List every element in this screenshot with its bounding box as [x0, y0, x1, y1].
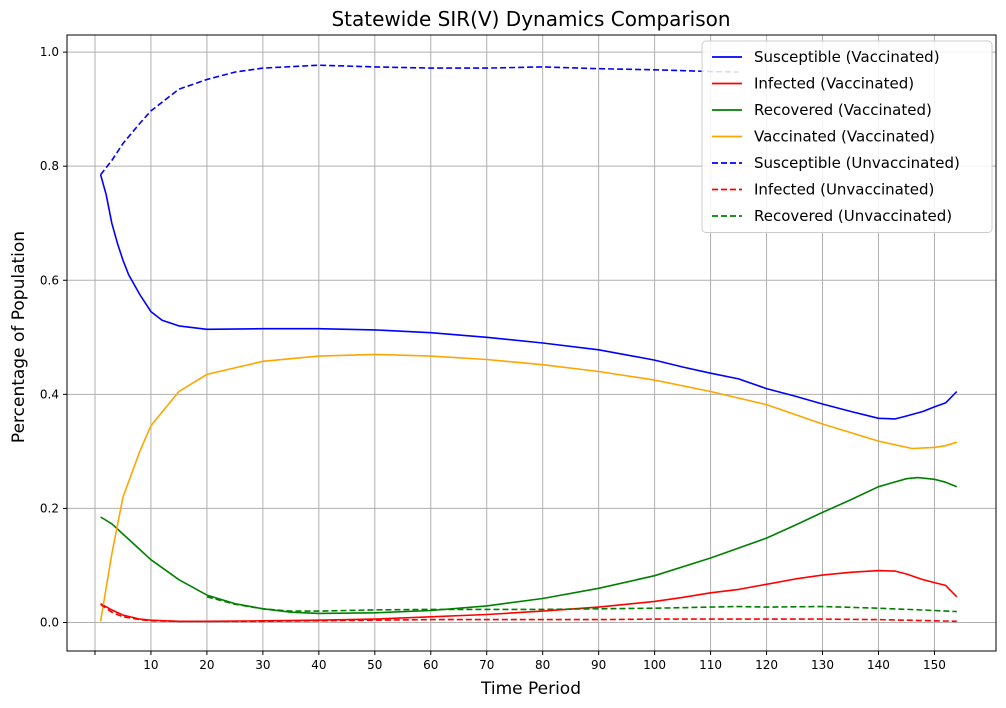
x-tick-label: 100 [643, 658, 666, 672]
series-line-1 [99, 174, 958, 420]
legend-label: Susceptible (Vaccinated) [754, 48, 940, 66]
x-tick-label: 30 [255, 658, 270, 672]
legend-label: Vaccinated (Vaccinated) [754, 128, 935, 146]
series-lines [99, 64, 958, 623]
series-line-3 [100, 476, 958, 615]
x-tick-label: 140 [867, 658, 890, 672]
y-tick-label: 0.2 [40, 501, 59, 515]
y-tick-label: 0.0 [40, 615, 59, 629]
y-tick-label: 1.0 [40, 45, 59, 59]
chart-title: Statewide SIR(V) Dynamics Comparison [331, 7, 730, 31]
legend-label: Susceptible (Unvaccinated) [754, 154, 960, 172]
legend-label: Recovered (Vaccinated) [754, 101, 932, 119]
x-axis-ticks: 10 20 30 40 50 60 70 80 90 100 110 120 130 140 150 [94, 651, 946, 672]
x-tick-label: 50 [367, 658, 382, 672]
x-tick-label: 130 [811, 658, 834, 672]
series-line-4 [99, 353, 958, 622]
x-axis-label: Time Period [480, 679, 581, 699]
series-line-2 [100, 569, 958, 623]
legend-label: Recovered (Unvaccinated) [754, 207, 952, 225]
x-tick-label: 120 [755, 658, 778, 672]
series-line-6 [100, 603, 957, 623]
y-tick-label: 0.4 [40, 387, 59, 401]
y-axis-label: Percentage of Population [9, 231, 29, 443]
series-line-7 [206, 596, 957, 613]
x-tick-label: 10 [143, 658, 158, 672]
series-line-5 [99, 64, 739, 176]
x-tick-label: 90 [591, 658, 606, 672]
y-tick-label: 0.8 [40, 159, 59, 173]
x-tick-label: 70 [479, 658, 494, 672]
x-tick-label: 150 [923, 658, 946, 672]
legend-label: Infected (Unvaccinated) [754, 181, 934, 199]
legend-label: Infected (Vaccinated) [754, 75, 914, 93]
x-tick-label: 80 [535, 658, 550, 672]
x-tick-label: 20 [199, 658, 214, 672]
y-axis-ticks: 0.0 0.2 0.4 0.6 0.8 1.0 [40, 45, 67, 629]
legend: Susceptible (Vaccinated) Infected (Vaccin… [701, 40, 993, 233]
legend-box [701, 40, 993, 233]
x-tick-label: 110 [699, 658, 722, 672]
x-tick-label: 60 [423, 658, 438, 672]
y-tick-label: 0.6 [40, 273, 59, 287]
x-tick-label: 40 [311, 658, 326, 672]
plot-frame [66, 34, 997, 652]
